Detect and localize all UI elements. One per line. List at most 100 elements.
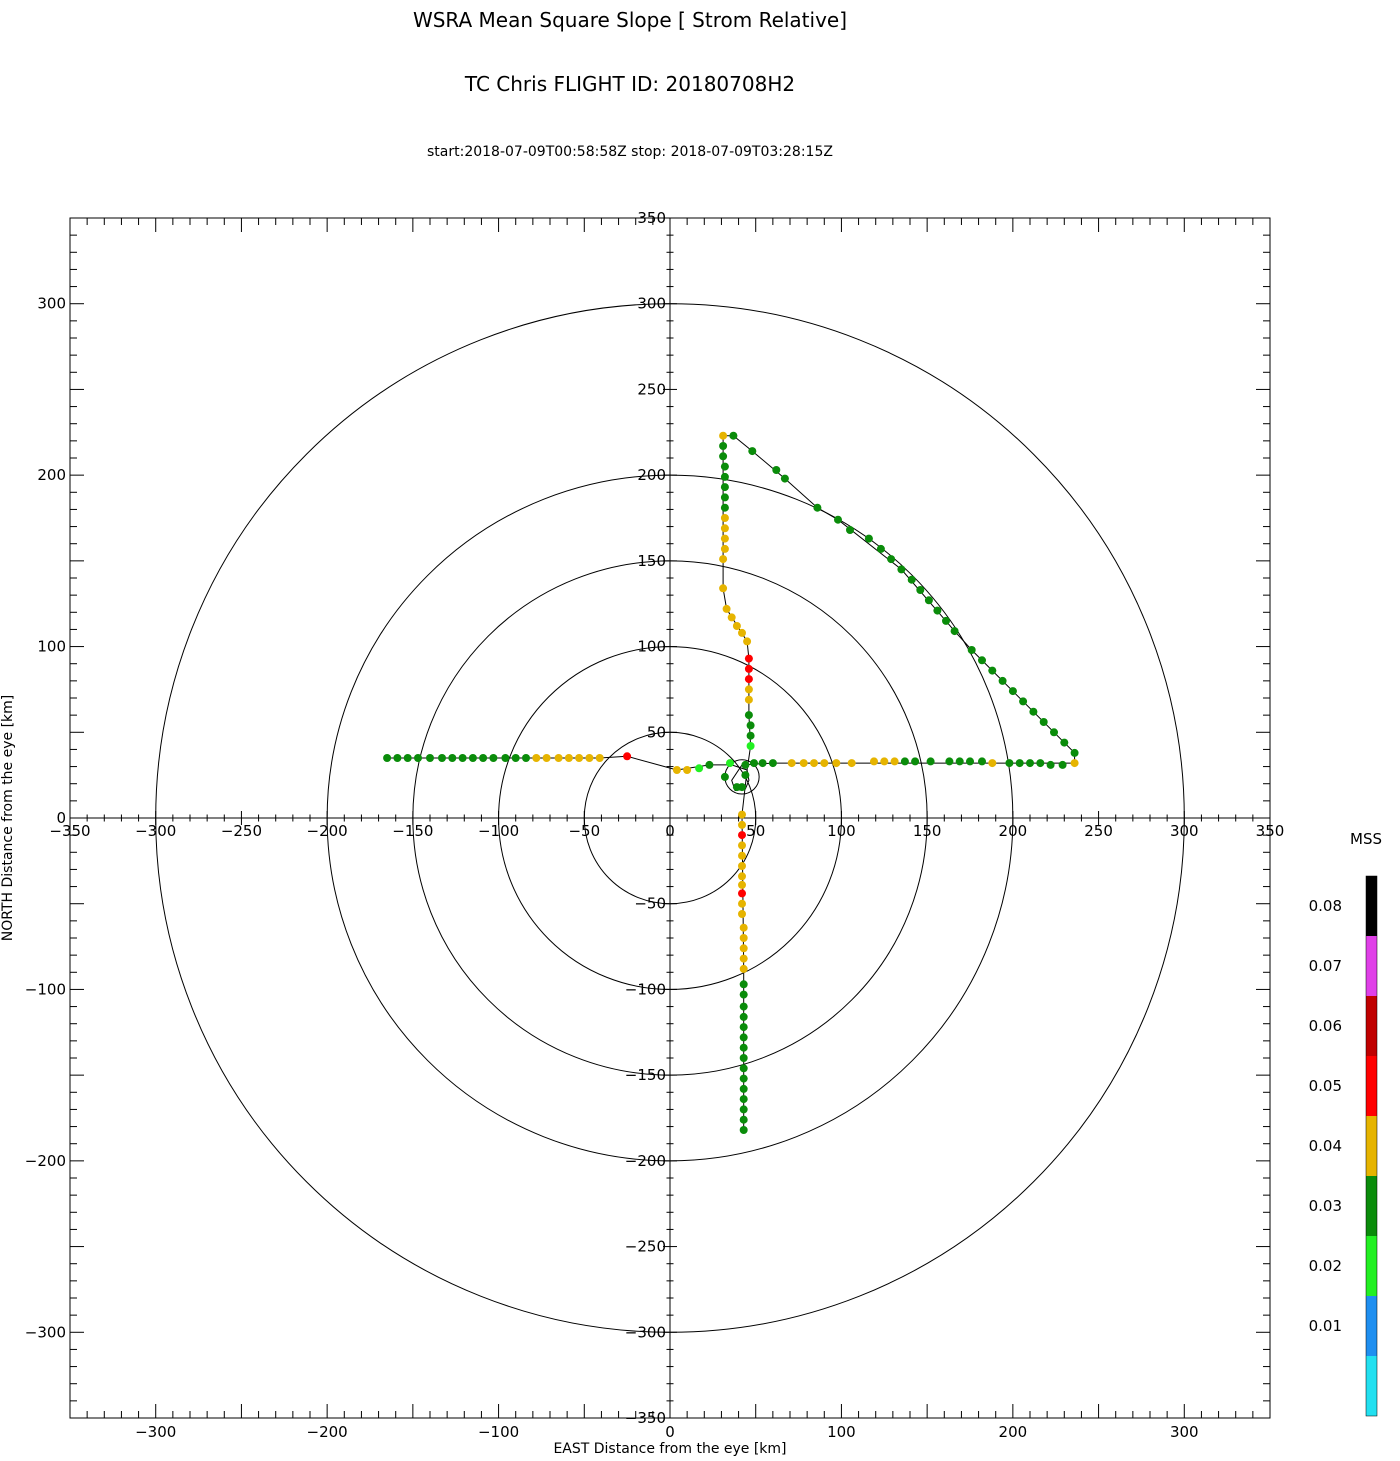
mss-point <box>1058 760 1067 769</box>
mss-point <box>739 1105 748 1114</box>
mss-point <box>585 754 594 762</box>
mss-point <box>924 596 933 605</box>
mss-point <box>720 503 729 512</box>
mss-point <box>911 757 920 766</box>
mss-point <box>966 757 974 766</box>
mss-point <box>738 910 746 918</box>
mss-point <box>738 889 746 898</box>
mss-point <box>383 754 392 762</box>
mss-point <box>846 526 854 534</box>
mss-point <box>438 754 446 762</box>
mss-point <box>900 757 909 766</box>
mss-point <box>1029 707 1038 716</box>
mss-point <box>1019 697 1028 706</box>
mss-point <box>720 493 729 502</box>
mss-point <box>744 685 753 694</box>
mss-point <box>864 534 873 543</box>
mss-point <box>719 431 728 440</box>
mss-point <box>787 759 796 768</box>
mss-point <box>738 872 746 881</box>
mss-point <box>726 759 734 768</box>
colorbar-tick-label: 0.07 <box>1309 957 1342 975</box>
mss-point <box>926 757 935 766</box>
center-x-tick-label: 0 <box>665 822 675 840</box>
mss-point <box>575 754 584 762</box>
mss-point <box>988 666 997 675</box>
mss-point <box>738 810 746 819</box>
x-tick-label: 100 <box>827 1423 856 1441</box>
center-x-tick-label: −100 <box>478 822 519 840</box>
mss-point <box>1026 759 1034 768</box>
mss-point <box>739 934 748 942</box>
mss-point <box>739 923 748 932</box>
y-axis-label: NORTH Distance from the eye [km] <box>0 695 16 941</box>
mss-point <box>799 759 808 768</box>
mss-point <box>1039 718 1048 726</box>
center-y-tick-label: −200 <box>625 1152 666 1170</box>
mss-point <box>448 754 457 762</box>
mss-point <box>739 980 748 989</box>
mss-point <box>897 565 906 574</box>
mss-point <box>1036 759 1045 768</box>
colorbar-bin <box>1366 1176 1377 1236</box>
mss-point <box>695 764 704 773</box>
mss-point <box>744 675 753 684</box>
mss-point <box>1060 738 1069 747</box>
mss-point <box>720 524 729 533</box>
track-line <box>387 435 1076 1130</box>
mss-point <box>933 606 942 615</box>
mss-point <box>729 431 738 440</box>
center-x-tick-label: −150 <box>392 822 433 840</box>
center-y-tick-label: 50 <box>647 723 666 741</box>
mss-point <box>739 1033 748 1042</box>
center-x-tick-label: 50 <box>746 822 765 840</box>
colorbar-tick-label: 0.02 <box>1309 1257 1342 1275</box>
center-x-tick-label: 350 <box>1256 822 1285 840</box>
mss-point <box>511 754 520 762</box>
mss-point <box>403 754 412 762</box>
colorbar-tick-label: 0.06 <box>1309 1017 1342 1035</box>
y-tick-label: 200 <box>37 466 66 484</box>
mss-point <box>810 759 818 768</box>
colorbar-bin <box>1366 996 1377 1056</box>
center-y-tick-label: 250 <box>637 380 666 398</box>
colorbar-bin <box>1366 1236 1377 1296</box>
mss-point <box>1070 748 1079 757</box>
mss-point <box>750 759 758 768</box>
mss-point <box>532 754 541 762</box>
x-tick-label: 300 <box>1170 1423 1199 1441</box>
mss-point <box>719 584 728 593</box>
mss-point <box>426 754 434 762</box>
center-y-tick-label: −250 <box>625 1238 666 1256</box>
center-x-tick-label: −250 <box>221 822 262 840</box>
mss-point <box>720 544 729 553</box>
x-tick-label: 200 <box>999 1423 1028 1441</box>
y-tick-label: −200 <box>25 1152 66 1170</box>
center-y-tick-label: 350 <box>637 209 666 227</box>
mss-point <box>554 754 563 762</box>
mss-point <box>739 944 748 953</box>
mss-point <box>746 721 755 730</box>
mss-point <box>880 757 889 766</box>
flight-track <box>387 435 1076 1130</box>
mss-point <box>780 474 789 483</box>
mss-point <box>414 754 422 762</box>
center-x-tick-label: −350 <box>49 822 90 840</box>
time-range: start:2018-07-09T00:58:58Z stop: 2018-07… <box>427 144 833 160</box>
center-x-tick-label: −50 <box>568 822 600 840</box>
colorbar-tick-label: 0.04 <box>1309 1137 1342 1155</box>
mss-point <box>988 759 997 768</box>
mss-point <box>744 664 753 673</box>
mss-point <box>595 754 604 762</box>
mss-point <box>732 622 741 630</box>
colorbar-bin <box>1366 876 1377 936</box>
colorbar-tick-label: 0.01 <box>1309 1317 1342 1335</box>
chart-subtitle: TC Chris FLIGHT ID: 20180708H2 <box>464 72 795 96</box>
mss-point <box>739 1084 748 1093</box>
x-tick-label: 0 <box>665 1423 675 1441</box>
mss-point <box>739 1023 748 1032</box>
center-x-tick-label: 100 <box>827 822 856 840</box>
mss-point <box>744 654 753 663</box>
mss-point <box>479 754 488 762</box>
mss-point <box>683 766 692 774</box>
